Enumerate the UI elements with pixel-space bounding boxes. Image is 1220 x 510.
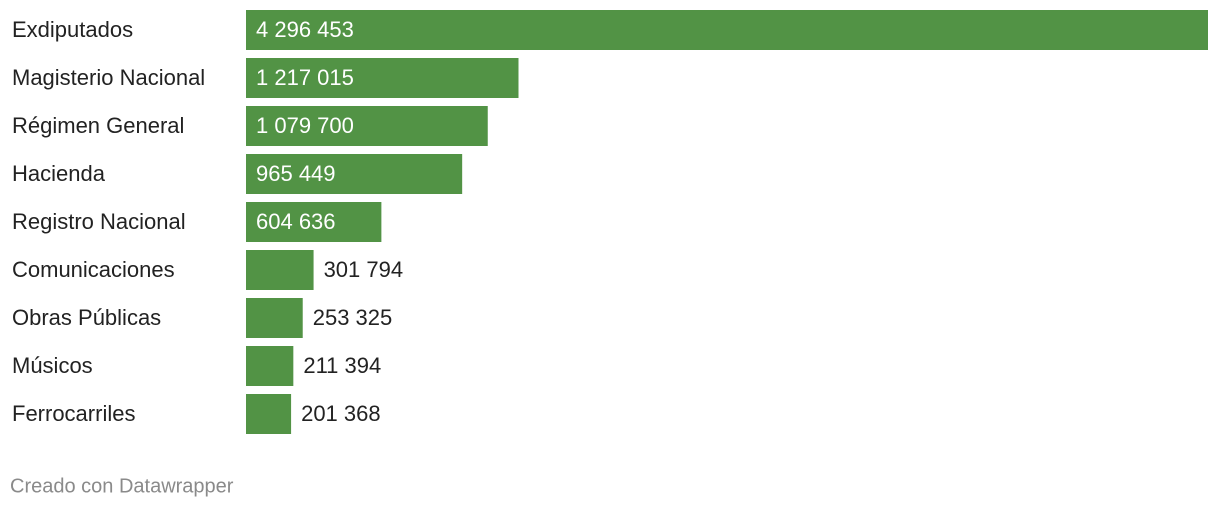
bar — [246, 10, 1208, 50]
bar — [246, 154, 463, 194]
value-label: 965 449 — [256, 161, 336, 186]
category-label: Hacienda — [12, 161, 106, 186]
bar — [246, 202, 382, 242]
bar — [246, 106, 488, 146]
bar — [246, 58, 519, 98]
category-label: Ferrocarriles — [12, 401, 135, 426]
bar — [246, 298, 303, 338]
value-label: 301 794 — [324, 257, 404, 282]
category-label: Obras Públicas — [12, 305, 161, 330]
bar — [246, 394, 292, 434]
value-label: 201 368 — [301, 401, 381, 426]
bar — [246, 250, 314, 290]
value-label: 1 079 700 — [256, 113, 354, 138]
value-label: 1 217 015 — [256, 65, 354, 90]
value-label: 604 636 — [256, 209, 336, 234]
category-label: Exdiputados — [12, 17, 133, 42]
category-label: Registro Nacional — [12, 209, 186, 234]
category-label: Comunicaciones — [12, 257, 175, 282]
value-label: 253 325 — [313, 305, 393, 330]
category-label: Régimen General — [12, 113, 184, 138]
value-label: 4 296 453 — [256, 17, 354, 42]
bar — [246, 346, 294, 386]
value-label: 211 394 — [303, 353, 381, 378]
category-label: Músicos — [12, 353, 93, 378]
credit: Creado con Datawrapper — [10, 475, 234, 497]
category-label: Magisterio Nacional — [12, 65, 205, 90]
